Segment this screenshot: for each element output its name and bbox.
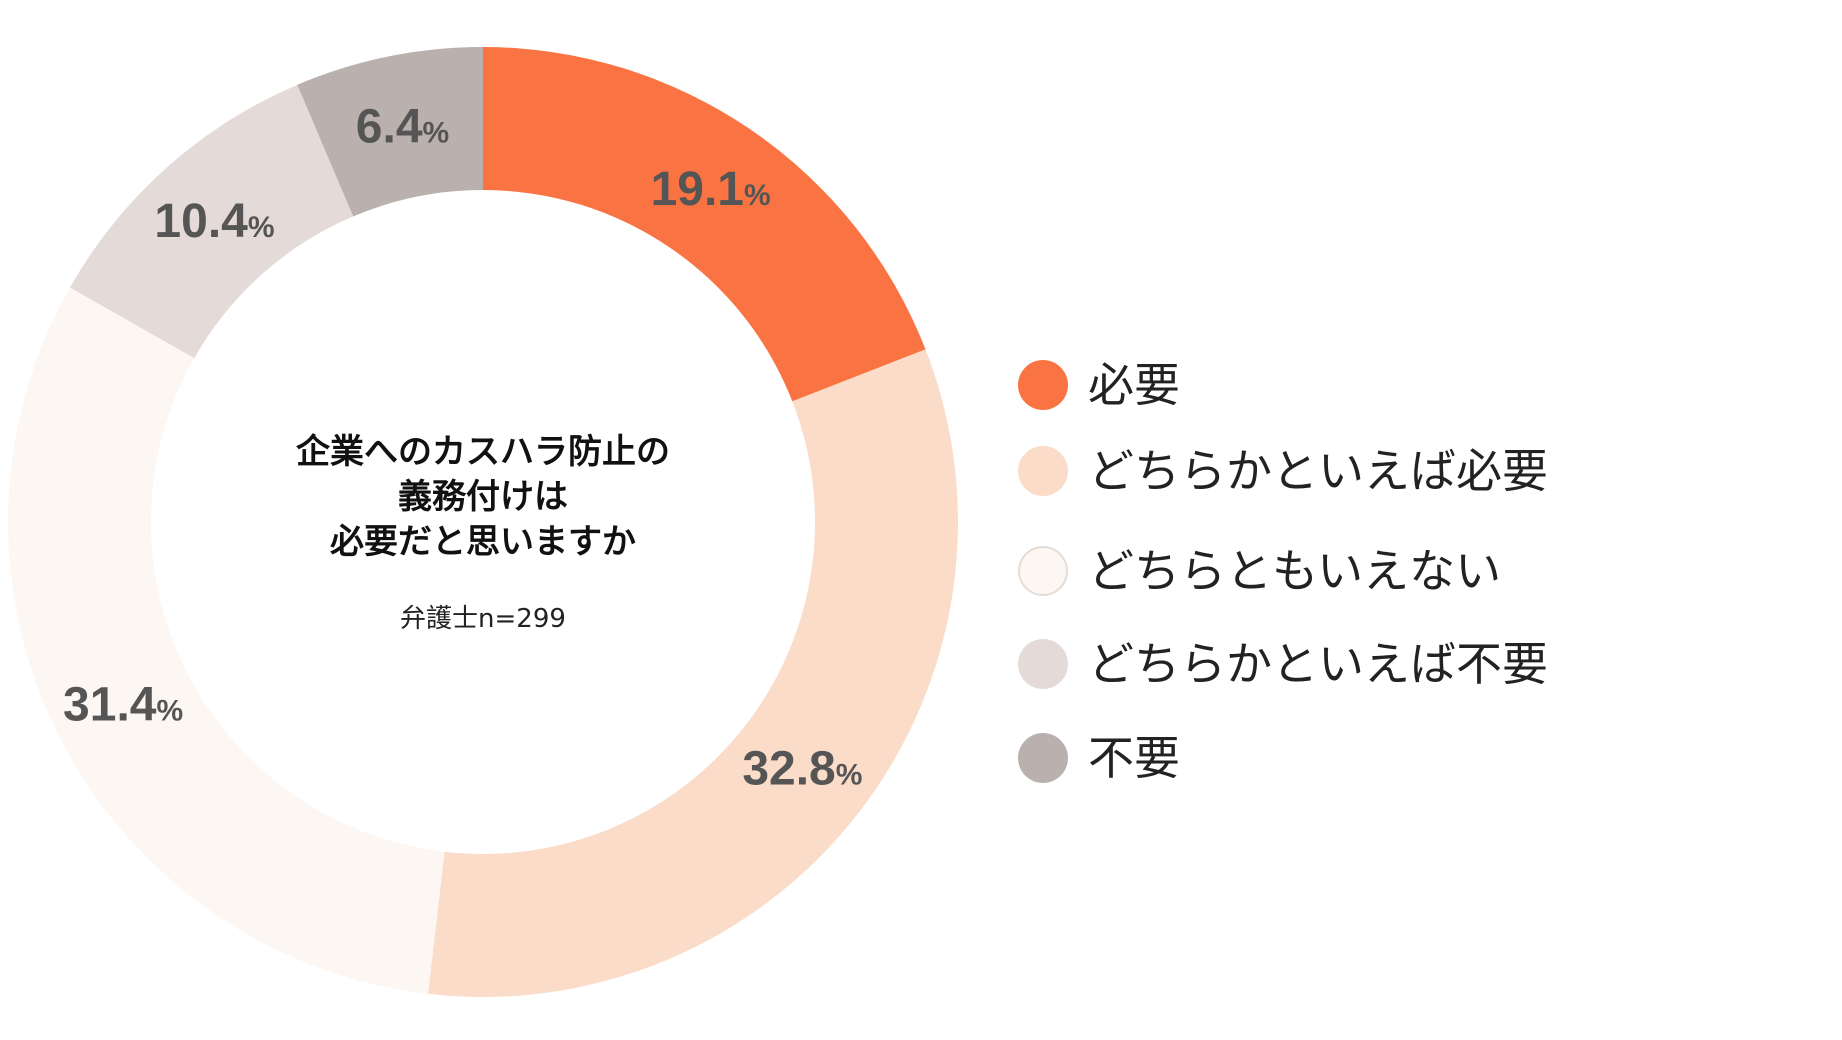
value-label-somewhat-necessary: 32.8% [742, 743, 862, 796]
value-label-unnecessary: 6.4% [356, 101, 449, 154]
legend-item-unnecessary: 不要 [1018, 731, 1180, 785]
slice-somewhat-necessary [427, 349, 958, 997]
legend-swatch-icon [1018, 733, 1068, 783]
legend-swatch-icon [1018, 639, 1068, 689]
value-label-somewhat-unnecessary: 10.4% [154, 195, 274, 248]
legend-item-necessary: 必要 [1018, 358, 1180, 412]
legend-item-somewhat-unnecessary: どちらかといえば不要 [1018, 637, 1548, 691]
sample-size-label: 弁護士n=299 [400, 604, 566, 634]
center-title-line-1: 企業へのカスハラ防止の [296, 432, 670, 472]
legend-swatch-icon [1018, 546, 1068, 596]
slice-neutral [7, 287, 445, 994]
legend-label: どちらともいえない [1088, 544, 1502, 598]
legend-label: 不要 [1088, 731, 1180, 785]
center-title: 企業へのカスハラ防止の 義務付けは 必要だと思いますか [296, 432, 670, 562]
legend-item-somewhat-necessary: どちらかといえば必要 [1018, 444, 1548, 498]
legend-swatch-icon [1018, 446, 1068, 496]
center-title-line-2: 義務付けは [398, 477, 568, 517]
legend-swatch-icon [1018, 360, 1068, 410]
legend-label: どちらかといえば必要 [1088, 444, 1548, 498]
legend-label: どちらかといえば不要 [1088, 637, 1548, 691]
legend-item-neutral: どちらともいえない [1018, 544, 1501, 598]
slice-necessary [483, 47, 926, 402]
donut-slices [7, 47, 958, 997]
value-label-neutral: 31.4% [63, 678, 183, 731]
value-label-necessary: 19.1% [651, 163, 771, 216]
center-title-line-3: 必要だと思いますか [330, 522, 636, 562]
slice-unnecessary [297, 47, 483, 217]
legend-label: 必要 [1088, 358, 1180, 412]
value-labels: 19.1% 32.8% 31.4% 10.4% 6.4% [63, 101, 862, 796]
slice-somewhat-unnecessary [69, 84, 354, 359]
